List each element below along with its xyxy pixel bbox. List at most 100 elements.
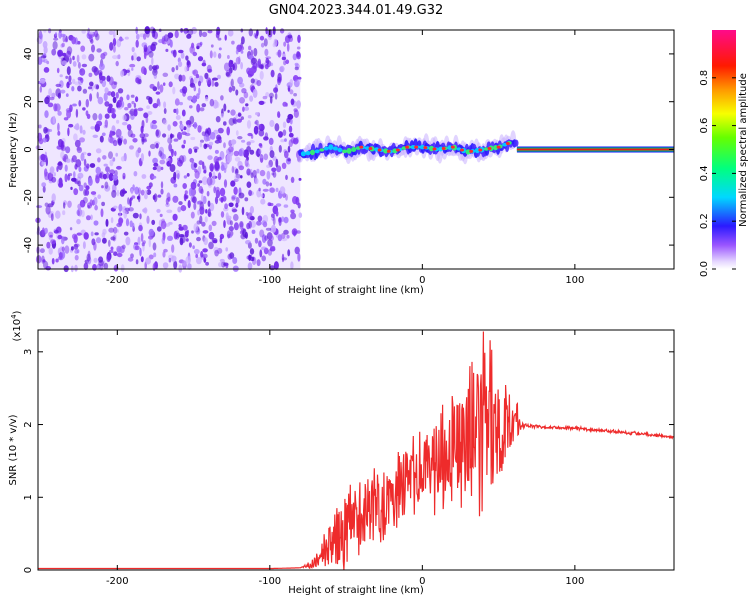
noise-speckle (214, 149, 219, 154)
noise-speckle (263, 136, 269, 141)
noise-speckle (74, 249, 79, 254)
figure-title: GN04.2023.344.01.49.G32 (269, 3, 444, 18)
noise-speckle (190, 77, 194, 87)
noise-speckle (196, 93, 200, 100)
noise-speckle (245, 103, 249, 107)
noise-speckle (296, 100, 301, 109)
noise-speckle (259, 249, 263, 258)
noise-speckle (215, 116, 221, 123)
noise-speckle (67, 200, 72, 208)
noise-speckle (69, 104, 73, 113)
noise-speckle (281, 253, 285, 263)
noise-speckle (185, 238, 189, 242)
noise-speckle (223, 103, 227, 112)
noise-speckle (178, 201, 183, 206)
noise-speckle (49, 166, 55, 174)
noise-speckle (146, 105, 151, 110)
noise-speckle (93, 67, 99, 76)
noise-speckle (253, 125, 259, 135)
noise-speckle (233, 213, 239, 222)
noise-speckle (270, 245, 276, 251)
noise-speckle (57, 122, 60, 132)
noise-speckle (61, 42, 65, 48)
noise-speckle (199, 107, 205, 112)
colorbar-tick-label: 0.4 (699, 165, 710, 181)
noise-speckle (159, 213, 163, 218)
noise-speckle (186, 59, 190, 66)
noise-speckle (131, 55, 134, 61)
noise-speckle (41, 227, 46, 237)
noise-speckle (201, 194, 204, 202)
noise-speckle (85, 98, 90, 108)
noise-speckle (220, 113, 224, 118)
noise-speckle (40, 55, 47, 59)
noise-speckle (288, 125, 293, 133)
noise-speckle (183, 126, 187, 131)
noise-speckle (144, 189, 148, 194)
signal-core (429, 145, 434, 152)
noise-speckle (108, 227, 115, 233)
noise-speckle (158, 150, 163, 157)
noise-speckle (152, 28, 156, 34)
signal-core (310, 149, 315, 156)
noise-speckle (199, 141, 203, 148)
noise-speckle (192, 196, 197, 204)
noise-speckle (73, 188, 79, 196)
noise-speckle (171, 255, 177, 262)
noise-speckle (127, 257, 134, 262)
noise-speckle (191, 230, 194, 234)
noise-speckle (155, 64, 160, 70)
noise-speckle (113, 81, 118, 85)
noise-speckle (271, 172, 275, 176)
noise-speckle (198, 87, 201, 96)
noise-speckle (113, 251, 118, 256)
noise-speckle (184, 28, 187, 35)
noise-speckle (51, 176, 57, 183)
noise-speckle (38, 124, 42, 129)
signal-core (465, 149, 471, 155)
noise-speckle (58, 31, 62, 39)
noise-speckle (53, 172, 56, 177)
noise-speckle (143, 33, 147, 40)
noise-speckle (153, 162, 159, 167)
noise-speckle (153, 252, 157, 258)
noise-speckle (187, 28, 194, 36)
noise-speckle (97, 194, 102, 199)
noise-speckle (252, 62, 258, 70)
noise-speckle (108, 239, 111, 247)
noise-speckle (139, 247, 142, 257)
noise-speckle (214, 249, 219, 257)
noise-speckle (282, 129, 287, 136)
signal-core (438, 146, 444, 152)
noise-speckle (91, 44, 95, 53)
noise-speckle (55, 83, 62, 88)
noise-speckle (197, 125, 202, 133)
noise-speckle (230, 60, 234, 65)
noise-speckle (277, 72, 282, 82)
signal-peak (386, 149, 391, 153)
noise-speckle (127, 102, 132, 109)
noise-speckle (238, 165, 245, 171)
noise-speckle (167, 134, 171, 144)
noise-speckle (127, 197, 130, 205)
noise-speckle (293, 230, 296, 237)
noise-speckle (152, 242, 157, 251)
noise-speckle (57, 161, 63, 166)
noise-speckle (62, 52, 67, 57)
noise-speckle (94, 204, 98, 211)
noise-speckle (247, 132, 253, 137)
noise-speckle (109, 42, 114, 51)
noise-speckle (155, 91, 161, 95)
noise-speckle (275, 158, 279, 168)
noise-speckle (132, 52, 137, 61)
noise-speckle (244, 197, 249, 202)
noise-speckle (109, 159, 114, 167)
noise-speckle (228, 86, 233, 93)
noise-speckle (234, 156, 241, 162)
noise-speckle (178, 49, 184, 54)
noise-speckle (201, 176, 208, 186)
noise-speckle (185, 55, 189, 61)
noise-speckle (77, 85, 82, 92)
noise-speckle (161, 237, 165, 245)
noise-speckle (88, 86, 92, 90)
